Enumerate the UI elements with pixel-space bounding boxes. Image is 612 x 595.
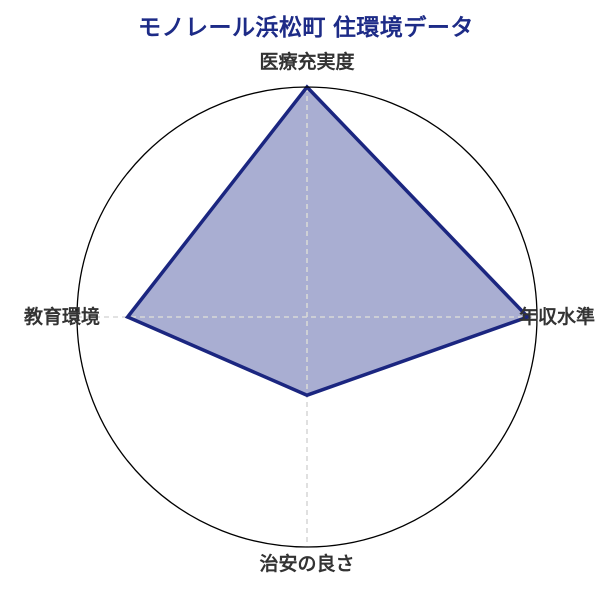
radar-outer-circle (76, 86, 538, 548)
radar-polygon-fill (127, 87, 528, 396)
axis-label-income: 年収水準 (519, 307, 596, 328)
chart-title: モノレール浜松町 住環境データ (138, 14, 474, 40)
axis-label-safety: 治安の良さ (259, 554, 355, 575)
axis-label-education: 教育環境 (23, 307, 100, 328)
radar-polygon-outline (124, 84, 531, 398)
axis-label-medical: 医療充実度 (259, 52, 355, 73)
